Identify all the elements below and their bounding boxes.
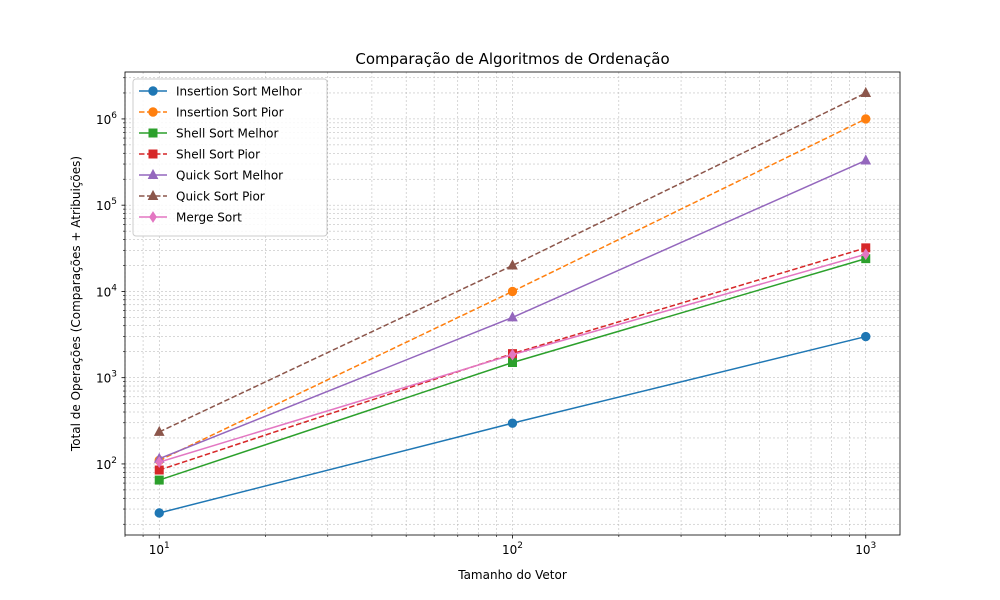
legend-label: Quick Sort Melhor — [176, 169, 283, 183]
legend-marker — [148, 149, 158, 159]
legend-marker — [149, 211, 157, 223]
data-point — [507, 286, 518, 297]
data-point — [508, 348, 517, 361]
x-tick-label: 103 — [855, 541, 876, 557]
x-tick-label: 102 — [502, 541, 523, 557]
legend-box — [132, 78, 328, 237]
legend-label: Insertion Sort Melhor — [176, 85, 302, 99]
data-point — [861, 248, 870, 261]
data-point — [154, 508, 164, 518]
data-point — [155, 456, 164, 469]
x-tick-label: 101 — [149, 541, 170, 557]
legend-marker — [147, 189, 159, 200]
legend: Insertion Sort Melhor Insertion Sort Pior… — [132, 78, 328, 237]
legend-entry: Insertion Sort Melhor — [139, 85, 302, 99]
y-axis-label: Total de Operações (Comparações + Atribu… — [69, 156, 83, 452]
legend-label: Shell Sort Pior — [176, 148, 260, 162]
x-axis-label: Tamanho do Vetor — [457, 568, 567, 582]
legend-entry: Shell Sort Pior — [139, 148, 260, 162]
y-tick-label: 106 — [96, 111, 117, 127]
y-tick-label: 103 — [96, 370, 117, 386]
ticks-layer: 101 102 103 102 103 104 105 106 — [96, 77, 876, 557]
legend-label: Quick Sort Pior — [176, 190, 265, 204]
data-point — [861, 114, 871, 124]
legend-label: Insertion Sort Pior — [176, 106, 284, 120]
legend-entry: Shell Sort Melhor — [139, 127, 279, 141]
data-point — [860, 154, 872, 165]
data-point — [861, 331, 871, 342]
data-point — [507, 311, 518, 322]
legend-entry: Insertion Sort Pior — [139, 106, 284, 120]
data-point — [860, 86, 872, 97]
legend-marker — [147, 168, 159, 179]
legend-label: Shell Sort Melhor — [176, 127, 279, 141]
legend-entry: Merge Sort — [139, 211, 242, 225]
legend-entry: Quick Sort Melhor — [139, 169, 283, 183]
data-point — [153, 425, 165, 436]
data-point — [507, 418, 518, 428]
legend-entry: Quick Sort Pior — [139, 190, 265, 204]
chart-title: Comparação de Algoritmos de Ordenação — [355, 50, 669, 68]
series-line — [158, 92, 867, 433]
y-tick-label: 104 — [96, 283, 117, 299]
series-layer — [153, 86, 872, 518]
legend-label: Merge Sort — [176, 211, 242, 225]
y-tick-label: 105 — [96, 197, 117, 213]
legend-marker — [148, 107, 158, 117]
legend-marker — [148, 128, 158, 138]
legend-marker — [148, 86, 158, 96]
y-tick-label: 102 — [96, 456, 117, 472]
data-point — [507, 259, 518, 270]
series-5 — [153, 86, 872, 436]
series-line — [158, 118, 867, 462]
series-6 — [155, 248, 870, 469]
data-point — [154, 475, 164, 485]
series-0 — [154, 331, 871, 518]
